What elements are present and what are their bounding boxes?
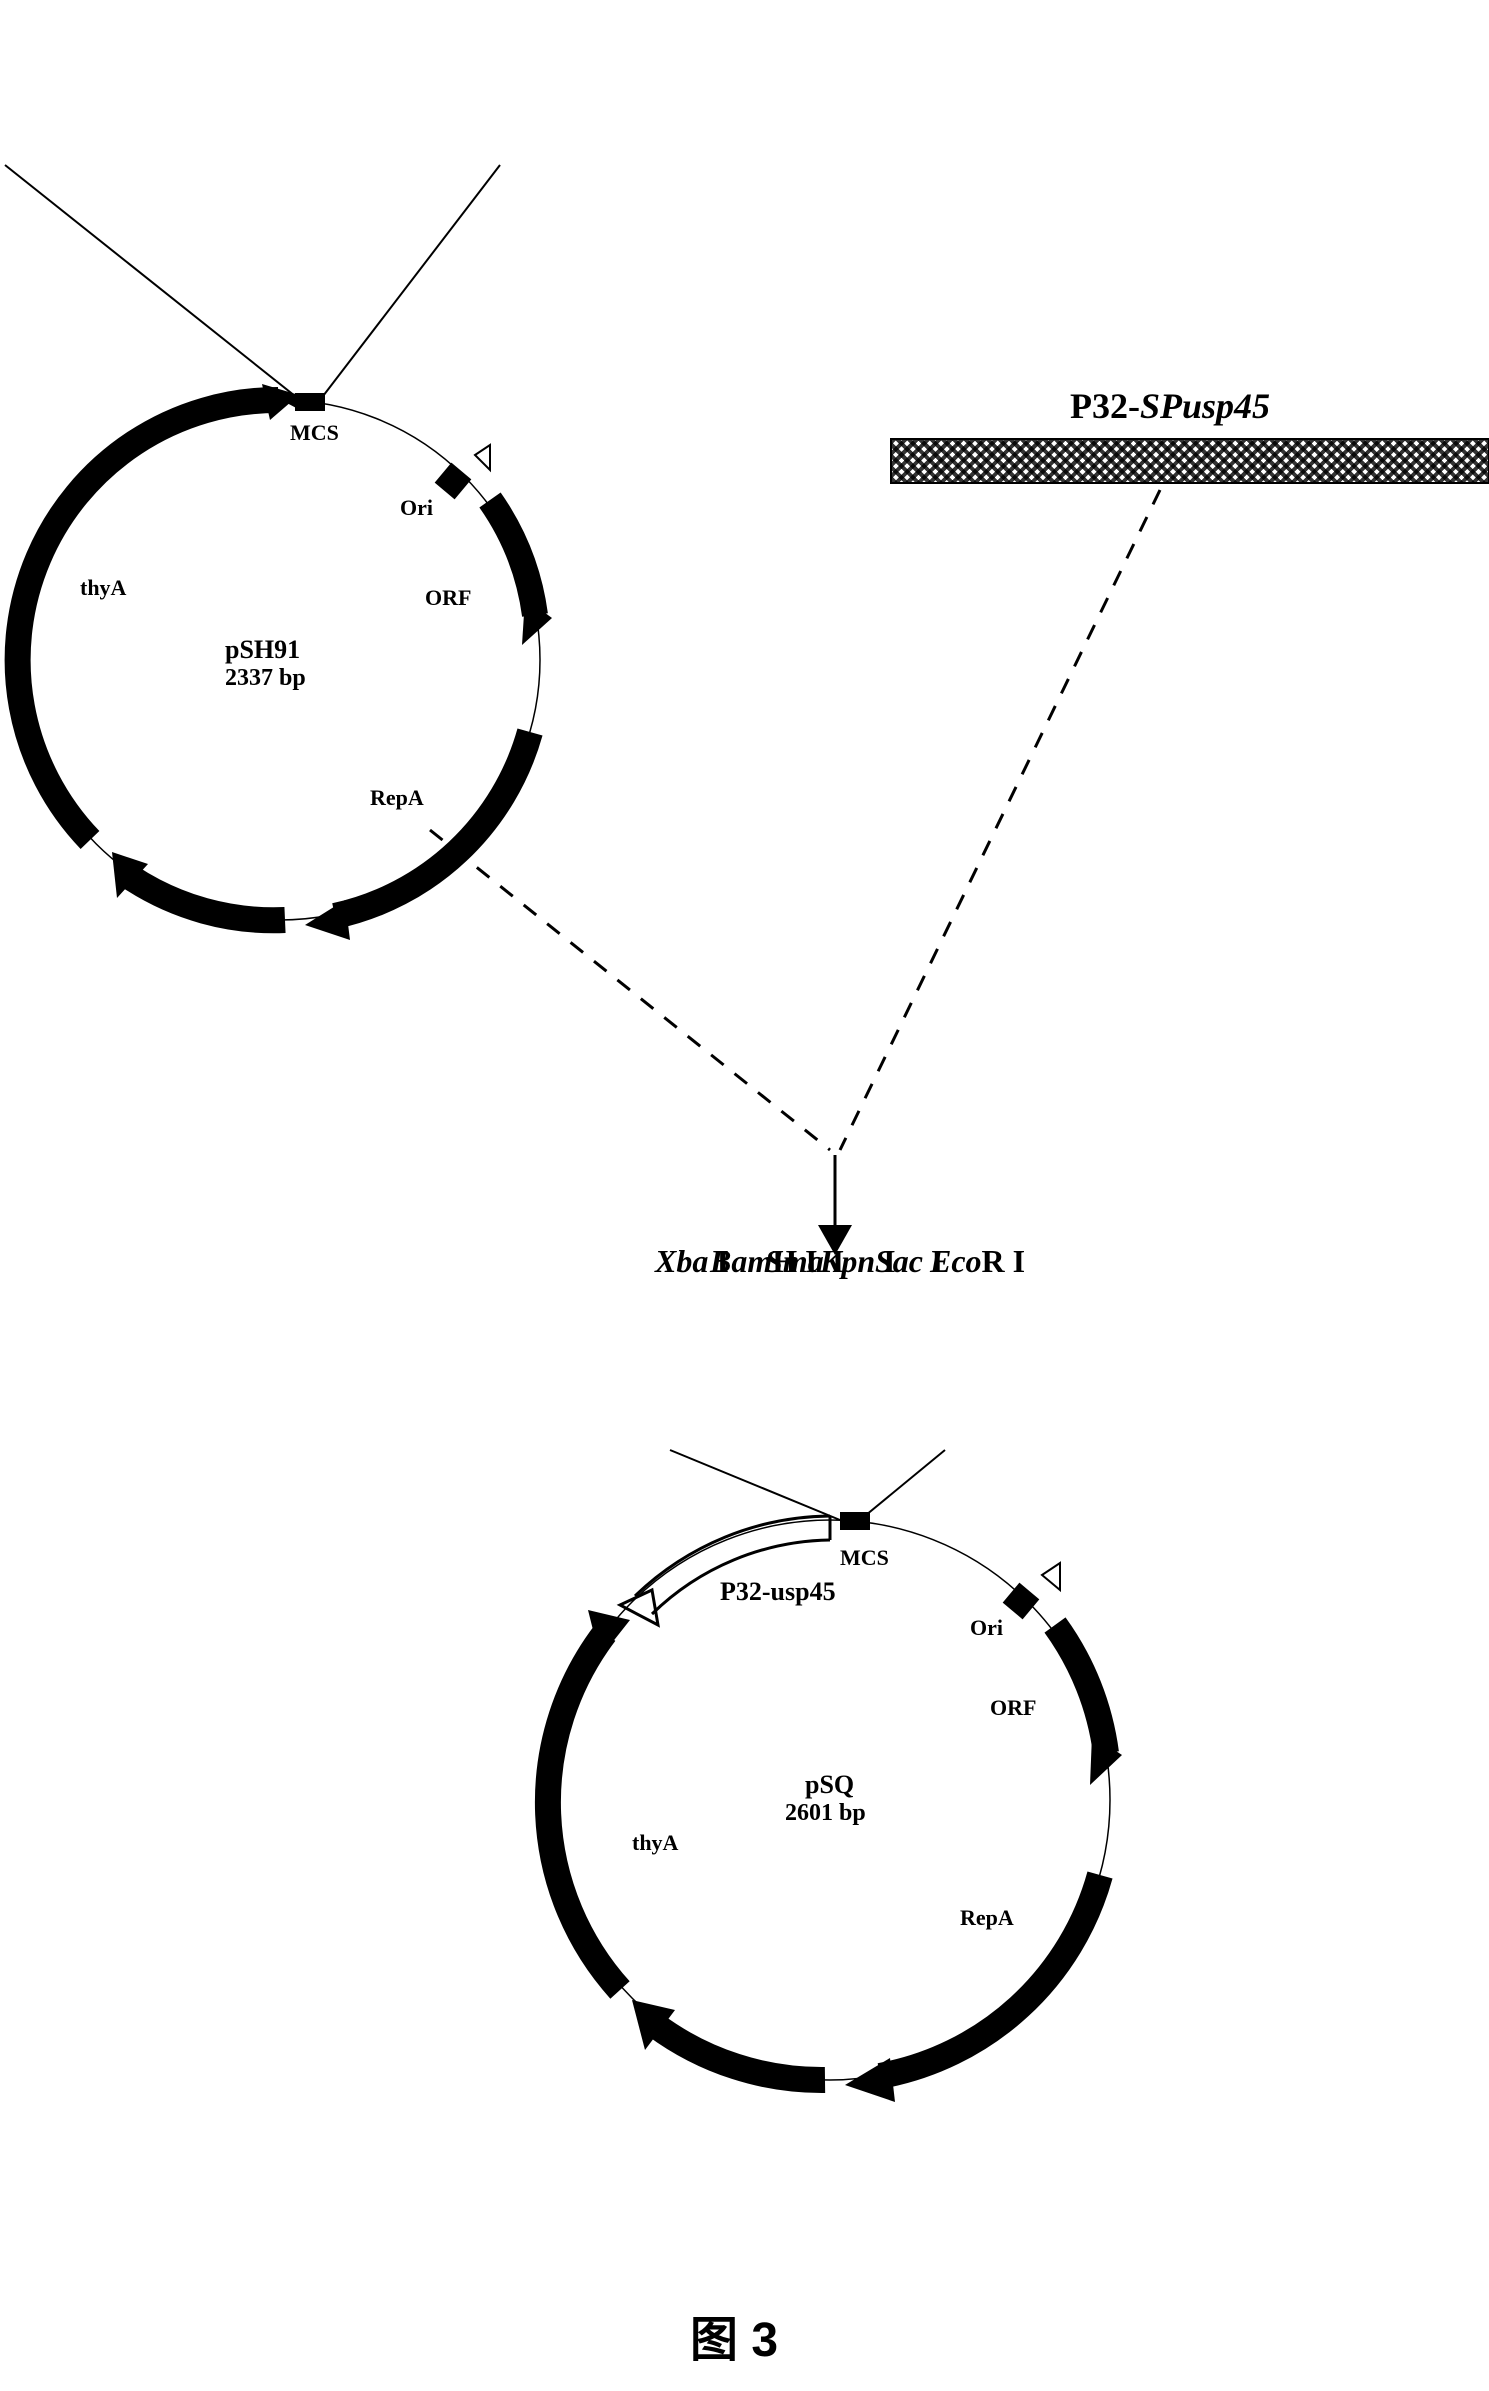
b-enzyme-ecor1: EcoR I — [930, 1243, 1025, 1280]
bottom-thya-label: thyA — [632, 1830, 678, 1856]
bottom-plasmid-name: pSQ — [805, 1770, 854, 1800]
bottom-insert-label: P32-usp45 — [720, 1577, 836, 1607]
bottom-plasmid-size: 2601 bp — [785, 1800, 866, 1827]
bottom-mcs-label: MCS — [840, 1545, 889, 1571]
bottom-orf-label: ORF — [990, 1695, 1036, 1721]
bottom-repa-label: RepA — [960, 1905, 1014, 1931]
bottom-ori-label: Ori — [970, 1615, 1003, 1641]
figure-caption: 图 3 — [690, 2300, 778, 2370]
bottom-plasmid-svg — [420, 1280, 1320, 2380]
merge-arrows-svg — [0, 0, 1489, 1400]
